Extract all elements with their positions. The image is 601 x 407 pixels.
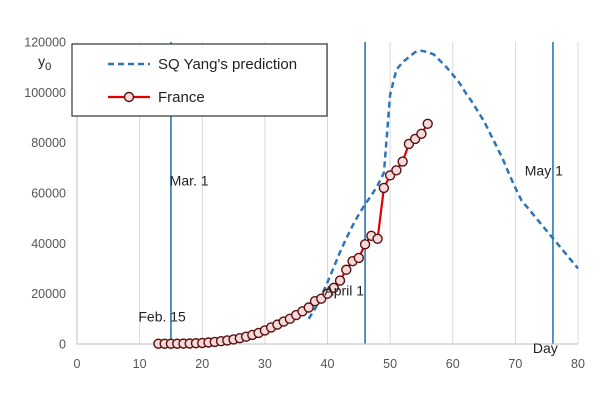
legend-label-prediction: SQ Yang's prediction xyxy=(158,56,297,73)
france-point xyxy=(353,252,365,264)
france-point xyxy=(359,239,371,250)
france-point xyxy=(341,264,352,275)
legend-box xyxy=(71,43,328,117)
legend-label-france: France xyxy=(158,89,205,106)
y-tick-label: 60000 xyxy=(31,187,66,201)
legend: SQ Yang's prediction France xyxy=(71,43,328,117)
x-tick-label: 30 xyxy=(258,357,272,371)
series-line-prediction xyxy=(307,49,579,320)
france-point xyxy=(328,282,339,294)
x-tick-label: 80 xyxy=(571,357,585,371)
france-point xyxy=(303,302,314,313)
france-point xyxy=(378,182,390,194)
france-point xyxy=(397,156,408,167)
y-tick-label: 0 xyxy=(59,338,66,352)
x-tick-label: 20 xyxy=(195,357,209,371)
france-point xyxy=(416,128,427,140)
france-point xyxy=(391,165,402,176)
y-tick-label: 20000 xyxy=(31,287,66,301)
y-axis-label: y0 xyxy=(38,53,51,73)
x-tick-label: 50 xyxy=(383,357,397,371)
x-tick-label: 0 xyxy=(74,357,81,371)
france-point xyxy=(422,118,433,129)
vertical-line-label: Mar. 1 xyxy=(170,172,209,188)
x-tick-label: 40 xyxy=(321,357,335,371)
x-axis: 0 10 20 30 40 50 60 70 80 xyxy=(74,343,585,371)
y-tick-label: 80000 xyxy=(31,136,66,150)
y-tick-label: 40000 xyxy=(31,237,66,251)
vertical-line-label: April 1 xyxy=(324,283,364,299)
series-line-france xyxy=(158,123,429,345)
series-layer xyxy=(153,49,579,349)
france-point xyxy=(322,288,333,299)
x-tick-label: 60 xyxy=(446,357,460,371)
annotations: Feb. 15 Mar. 1 April 1 May 1 Day y0 xyxy=(38,53,563,356)
france-point xyxy=(372,233,383,245)
x-axis-label: Day xyxy=(533,340,558,356)
y-axis: 0 20000 40000 60000 80000 100000 120000 xyxy=(24,36,78,352)
y-tick-label: 120000 xyxy=(24,36,66,50)
x-tick-label: 10 xyxy=(133,357,147,371)
x-tick-label: 70 xyxy=(508,357,522,371)
y-tick-label: 100000 xyxy=(24,86,66,100)
vertical-line-label: Feb. 15 xyxy=(138,308,186,324)
legend-marker-france xyxy=(123,91,135,103)
vertical-line-label: May 1 xyxy=(525,162,563,178)
france-point xyxy=(334,275,346,286)
